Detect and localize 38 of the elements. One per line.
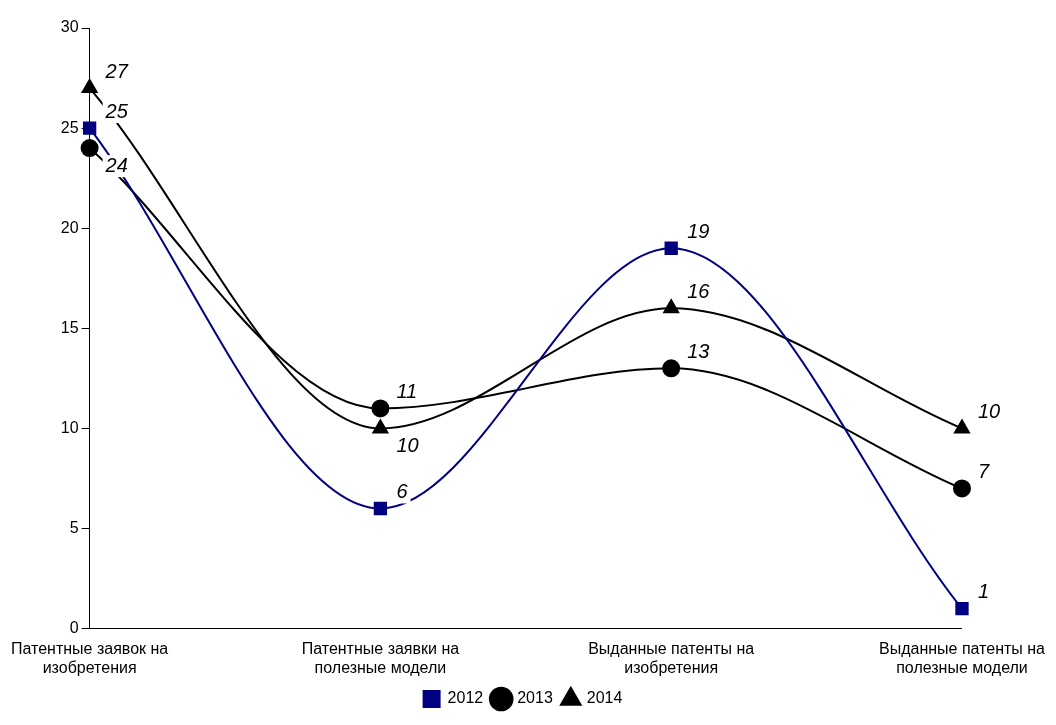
point [371,399,390,418]
legend-label: 2012 [447,689,484,707]
y-tick-label: 0 [69,619,79,637]
point [663,299,680,314]
point [954,419,970,434]
point [372,419,389,434]
y-tick-label: 25 [60,118,79,136]
x-tick-label: Патентные заявки на полезные модели [301,639,460,676]
legend-label: 2014 [586,689,623,707]
data-label: 10 [396,433,419,456]
y-tick-label: 15 [60,318,79,336]
legend-label: 2013 [517,689,553,707]
data-label: 25 [104,99,129,122]
data-label: 19 [687,219,710,242]
data-label: 11 [396,379,418,402]
data-label: 27 [104,59,129,82]
data-label: 6 [396,480,409,503]
data-label: 13 [687,339,710,362]
point [80,139,99,158]
y-tick-label: 10 [60,418,79,436]
point [82,121,97,135]
x-tick-label: Выданные патенты на полезные модели [878,639,1046,676]
data-label: 16 [687,279,711,302]
y-tick-label: 5 [69,518,79,536]
data-label: 7 [977,460,990,483]
x-tick-label: Патентные заявок на изобретения [11,639,169,676]
point [81,79,98,94]
point [952,479,971,498]
data-label: 24 [104,153,128,176]
data-label: 1 [977,580,990,603]
data-label: 10 [977,399,1001,422]
point [955,601,969,616]
point [373,501,388,516]
point [664,241,678,255]
point [662,359,681,378]
x-tick-label: Выданные патенты на изобретения [588,639,755,676]
y-tick-label: 30 [60,18,79,36]
y-tick-label: 20 [60,218,79,236]
